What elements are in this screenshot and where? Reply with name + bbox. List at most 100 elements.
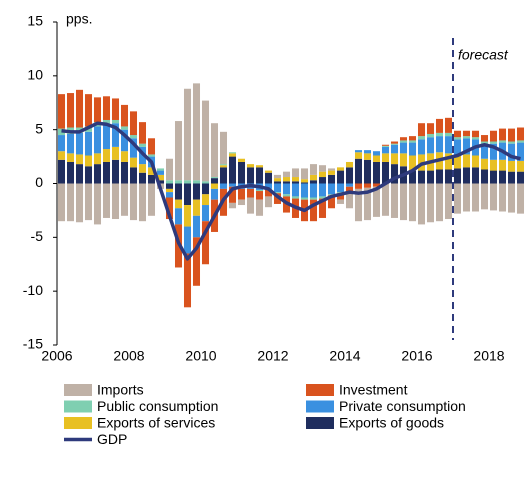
bar: [291, 177, 300, 182]
bar: [102, 96, 111, 120]
bar: [93, 153, 102, 165]
bar: [183, 180, 192, 184]
bar: [237, 188, 246, 200]
bar: [498, 159, 507, 171]
bar: [156, 168, 165, 171]
bar: [165, 180, 174, 184]
bar: [120, 151, 129, 162]
bar: [201, 205, 210, 222]
bar: [516, 171, 525, 184]
bar: [507, 143, 516, 161]
bar: [165, 197, 174, 220]
bar: [246, 164, 255, 168]
bar: [291, 168, 300, 178]
bar: [210, 183, 219, 189]
bar: [120, 104, 129, 127]
bar: [75, 183, 84, 223]
bar: [228, 202, 237, 209]
bar: [309, 174, 318, 181]
bar: [255, 165, 264, 168]
bar: [264, 183, 273, 189]
bar: [336, 193, 345, 200]
bar: [426, 183, 435, 223]
bar: [426, 133, 435, 138]
bar: [201, 100, 210, 182]
bar: [426, 137, 435, 154]
bar: [480, 143, 489, 159]
bar: [228, 153, 237, 157]
bar: [183, 253, 192, 308]
bar: [291, 181, 300, 184]
legend-swatch: [64, 400, 92, 413]
bar: [183, 88, 192, 181]
bar: [363, 159, 372, 184]
bar: [435, 136, 444, 153]
bar: [246, 167, 255, 184]
bar: [345, 186, 354, 193]
bar: [102, 183, 111, 218]
bar: [201, 221, 210, 265]
bar: [246, 197, 255, 214]
bar: [138, 122, 147, 144]
bar: [264, 172, 273, 184]
bar: [417, 183, 426, 225]
bar: [480, 158, 489, 170]
legend-swatch: [306, 400, 334, 413]
bar: [210, 123, 219, 178]
bar: [354, 158, 363, 184]
x-tick-label: 2012: [257, 348, 288, 364]
bar: [147, 167, 156, 175]
bar: [327, 195, 336, 209]
bar: [318, 183, 327, 197]
bar: [471, 137, 480, 140]
bar: [516, 160, 525, 172]
bar: [363, 183, 372, 188]
bar: [444, 117, 453, 133]
bar: [399, 153, 408, 167]
bar: [489, 159, 498, 171]
legend-swatch: [306, 384, 334, 396]
y-tick-label: -5: [31, 228, 44, 244]
bar: [354, 183, 363, 189]
bar: [165, 183, 174, 189]
bar: [318, 171, 327, 178]
bar: [444, 169, 453, 184]
bar: [75, 164, 84, 184]
bar: [354, 152, 363, 159]
bar: [75, 89, 84, 128]
bar: [120, 161, 129, 184]
bar: [75, 154, 84, 165]
bar: [300, 183, 309, 198]
bar: [183, 183, 192, 206]
bar: [399, 142, 408, 154]
bar: [507, 128, 516, 142]
bar: [255, 189, 264, 192]
bar: [444, 153, 453, 170]
bar: [435, 132, 444, 137]
bar: [426, 123, 435, 134]
bar: [174, 199, 183, 209]
bar: [246, 188, 255, 198]
bar: [390, 183, 399, 218]
bar: [84, 155, 93, 167]
legend-swatch: [64, 384, 92, 396]
bar: [174, 208, 183, 225]
bar: [147, 183, 156, 216]
bar: [327, 168, 336, 171]
bar: [282, 183, 291, 195]
bar: [372, 186, 381, 217]
gdp-line: [61, 121, 521, 261]
bar: [318, 177, 327, 184]
bar: [390, 141, 399, 144]
bar: [174, 121, 183, 181]
bar: [192, 180, 201, 184]
bar: [480, 141, 489, 144]
bar: [390, 144, 399, 154]
bar: [183, 205, 192, 227]
bar: [453, 168, 462, 184]
bar: [426, 170, 435, 184]
bar: [210, 177, 219, 179]
bar: [192, 237, 201, 286]
bar: [507, 183, 516, 213]
bar: [435, 183, 444, 222]
